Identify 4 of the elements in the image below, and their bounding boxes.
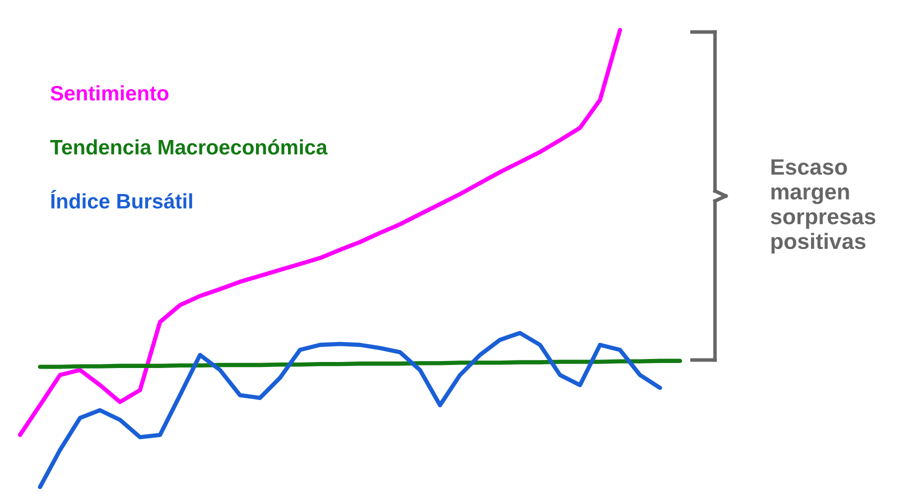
text: Sentimiento	[50, 85, 168, 101]
text: Tendencia Macroeconómica	[50, 139, 328, 155]
text: Índice Bursátil	[51, 190, 192, 209]
text: Escaso margen sorpresas positivas	[770, 159, 876, 254]
